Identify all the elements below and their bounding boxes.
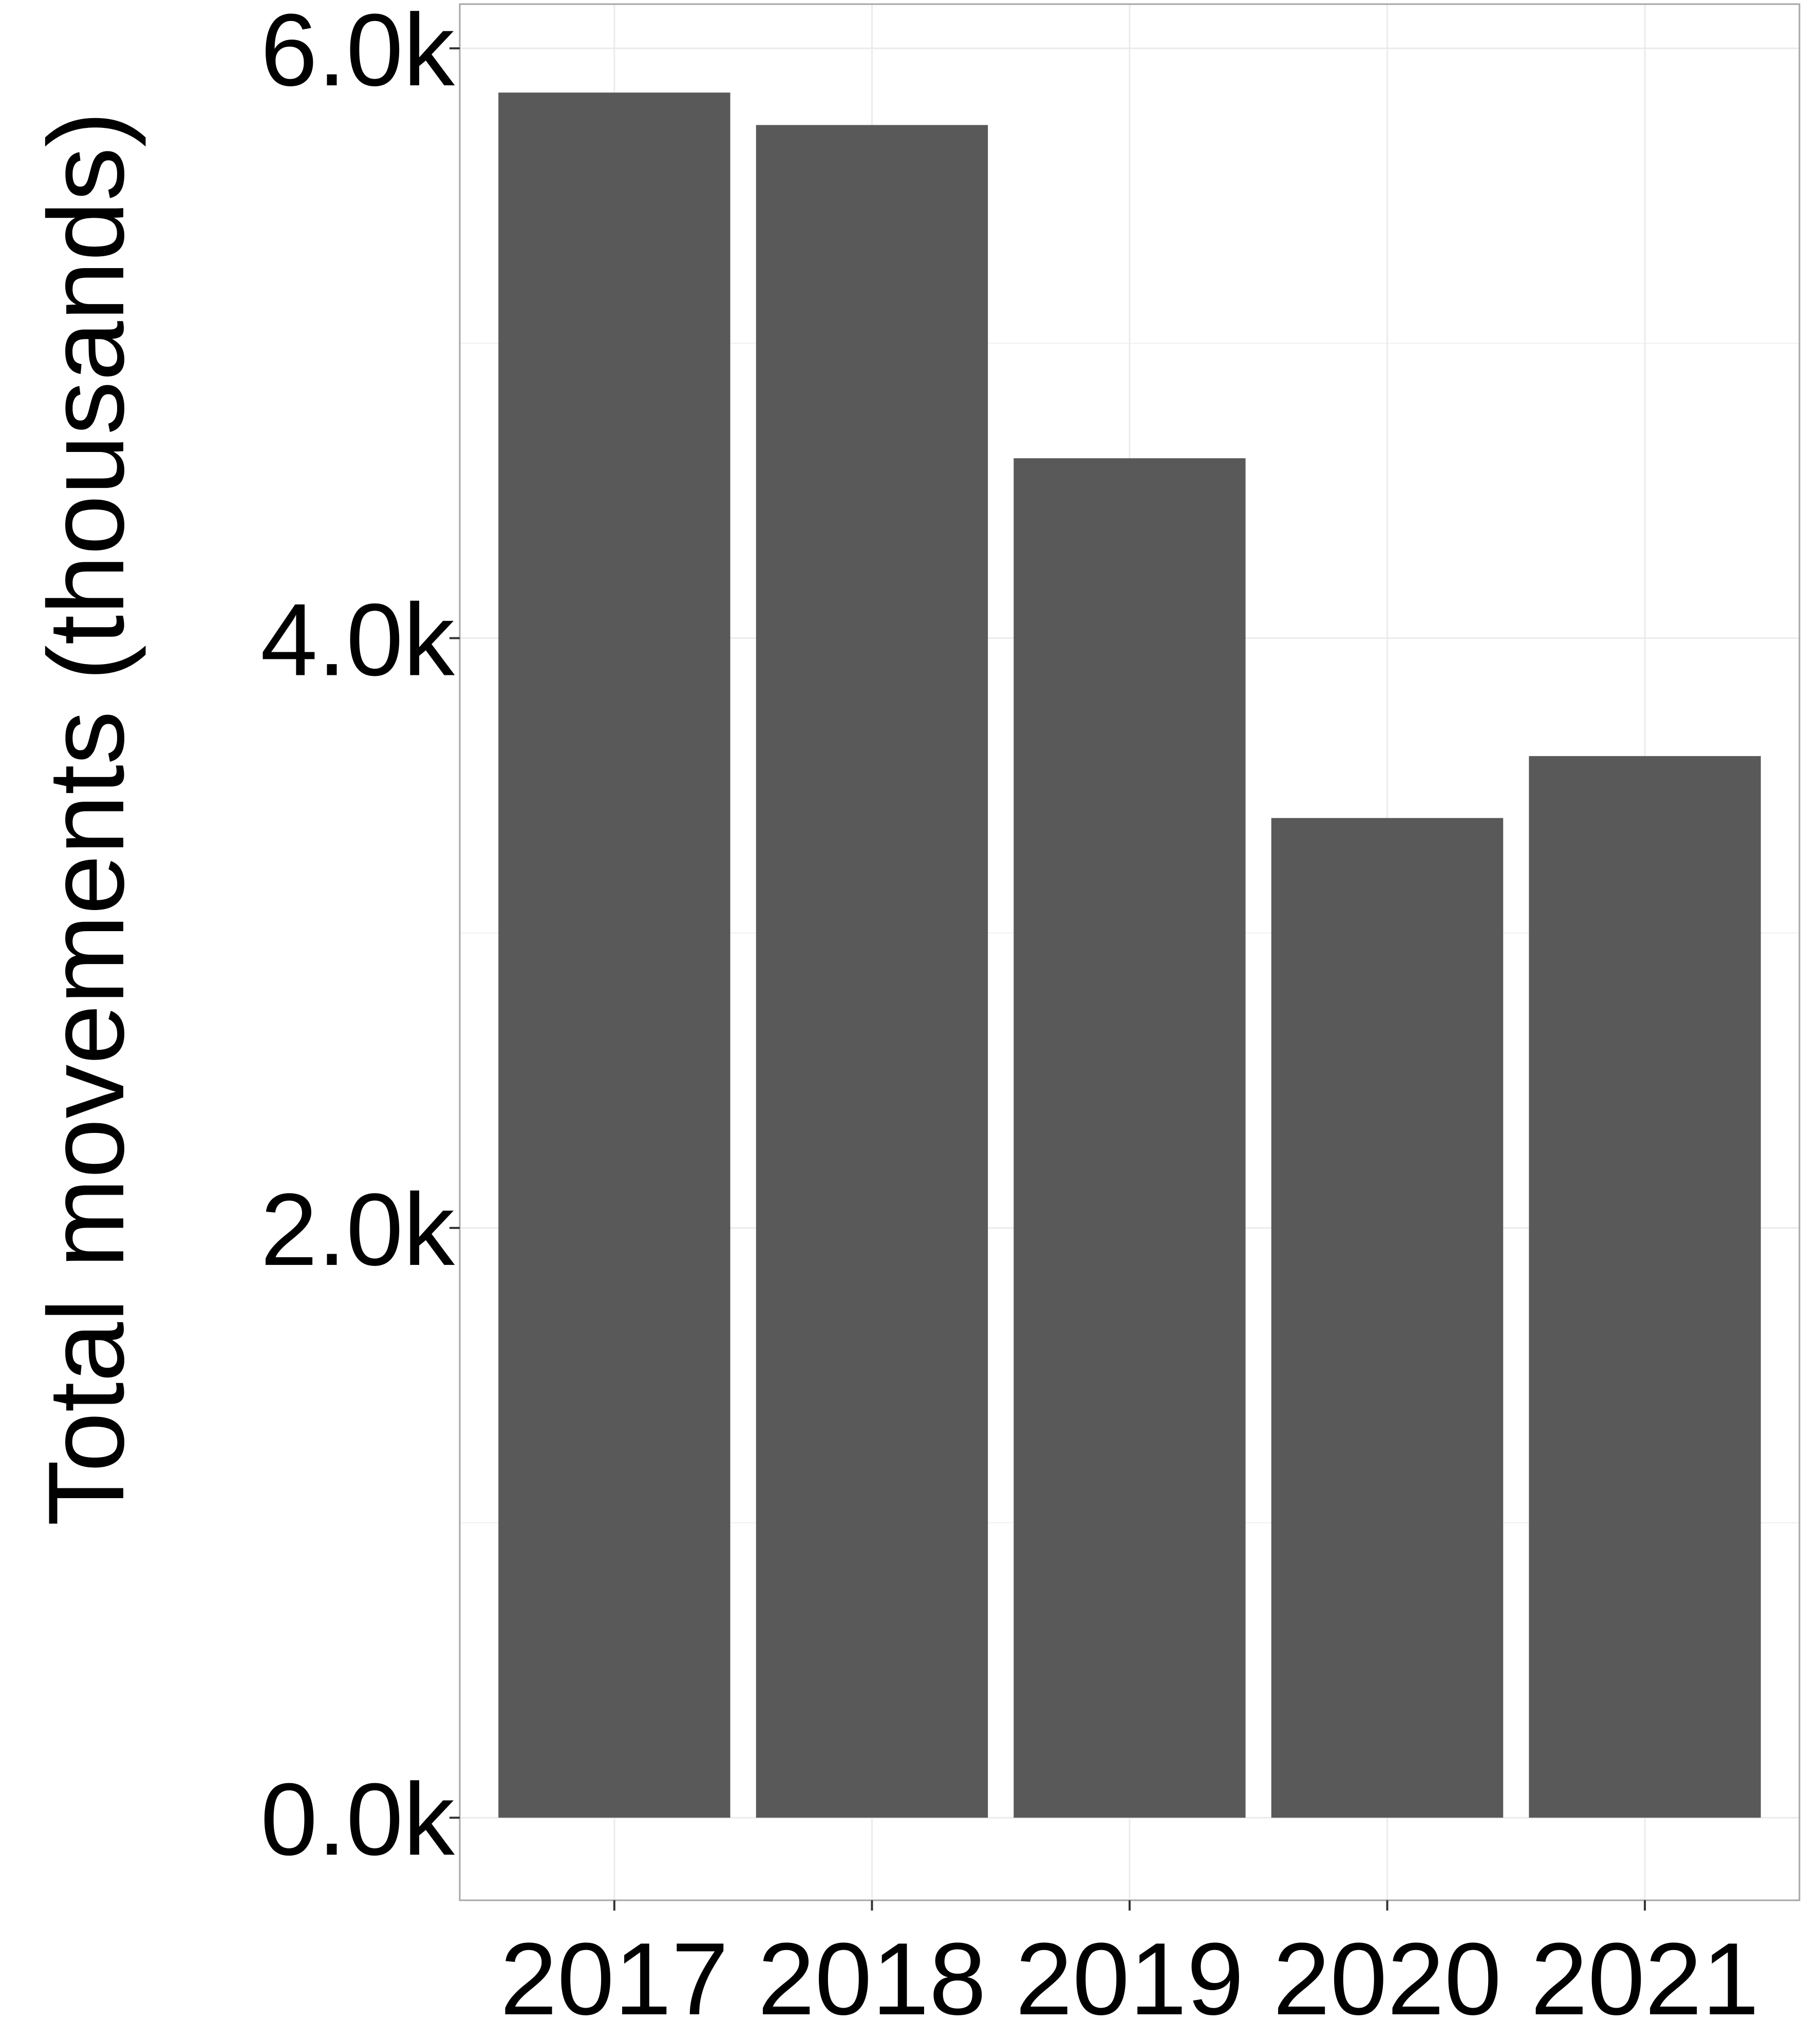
bar-2020 [1271, 818, 1504, 1818]
y-tick-label: 0.0k [260, 1762, 455, 1877]
y-axis-ticks: 0.0k 2.0k 4.0k 6.0k [260, 0, 460, 1877]
y-tick-label: 4.0k [260, 582, 455, 697]
y-axis-title: Total movements (thousands) [26, 111, 146, 1526]
bar-2017 [498, 92, 730, 1818]
bars [498, 92, 1761, 1818]
x-tick-label: 2017 [500, 1922, 728, 2022]
x-axis-ticks: 2017 2018 2019 2020 2021 [500, 1900, 1759, 2022]
x-tick-label: 2021 [1531, 1922, 1759, 2022]
bar-2018 [756, 125, 988, 1818]
y-tick-label: 2.0k [260, 1173, 455, 1287]
x-tick-label: 2018 [758, 1922, 986, 2022]
x-tick-label: 2019 [1016, 1922, 1244, 2022]
y-tick-label: 6.0k [260, 0, 455, 107]
x-tick-label: 2020 [1273, 1922, 1502, 2022]
bar-2019 [1014, 458, 1246, 1818]
bar-2021 [1529, 756, 1761, 1818]
